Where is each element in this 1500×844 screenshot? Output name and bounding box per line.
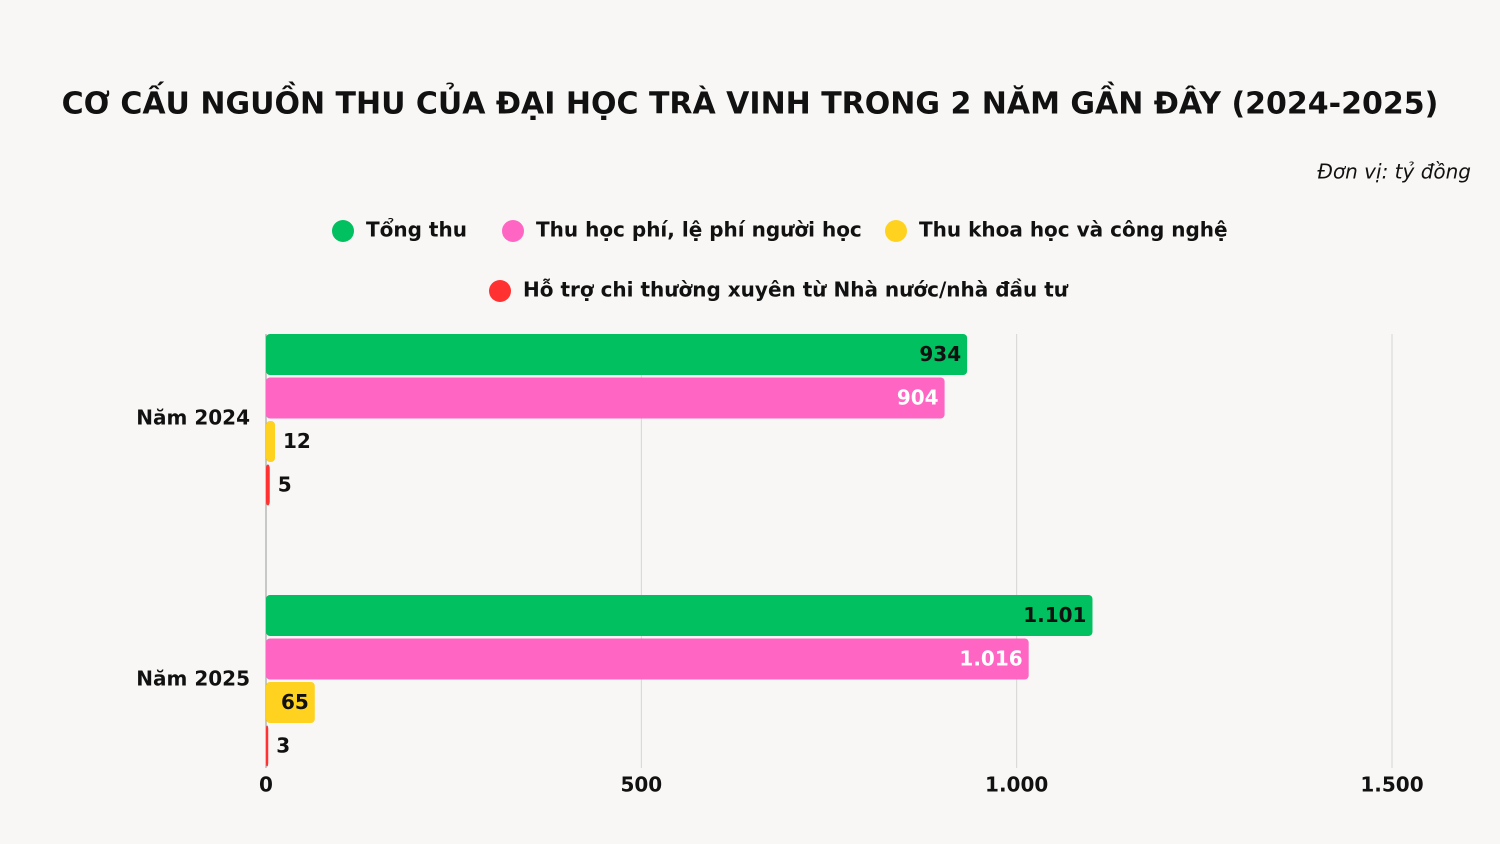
value-label: 3: [276, 734, 290, 758]
legend-label: Thu học phí, lệ phí người học: [536, 218, 862, 242]
chart-title: CƠ CẤU NGUỒN THU CỦA ĐẠI HỌC TRÀ VINH TR…: [62, 81, 1439, 122]
value-label: 5: [278, 473, 292, 497]
bar: [266, 421, 276, 462]
chart-subtitle: Đơn vị: tỷ đồng: [1317, 160, 1471, 184]
value-label: 934: [919, 342, 961, 366]
category-label: Năm 2024: [136, 406, 250, 430]
legend-marker: [489, 280, 511, 302]
value-label: 1.016: [959, 647, 1022, 671]
legend-label: Thu khoa học và công nghệ: [919, 218, 1228, 242]
bar: [266, 595, 1093, 636]
bar: [266, 334, 968, 375]
x-tick-label: 0: [259, 773, 273, 797]
legend-label: Hỗ trợ chi thường xuyên từ Nhà nước/nhà …: [523, 278, 1069, 302]
value-label: 65: [281, 690, 309, 714]
x-tick-label: 1.000: [985, 773, 1048, 797]
x-tick-label: 500: [620, 773, 662, 797]
value-label: 1.101: [1023, 603, 1086, 627]
category-label: Năm 2025: [136, 667, 250, 691]
value-label: 904: [897, 386, 939, 410]
value-label: 12: [283, 429, 311, 453]
legend-marker: [332, 220, 354, 242]
legend-label: Tổng thu: [366, 218, 467, 242]
legend-marker: [885, 220, 907, 242]
bar: [266, 377, 945, 419]
bar: [266, 638, 1029, 680]
legend-marker: [502, 220, 524, 242]
x-tick-label: 1.500: [1360, 773, 1423, 797]
bar: [266, 725, 269, 767]
bar: [266, 464, 270, 506]
bar: [266, 682, 315, 723]
